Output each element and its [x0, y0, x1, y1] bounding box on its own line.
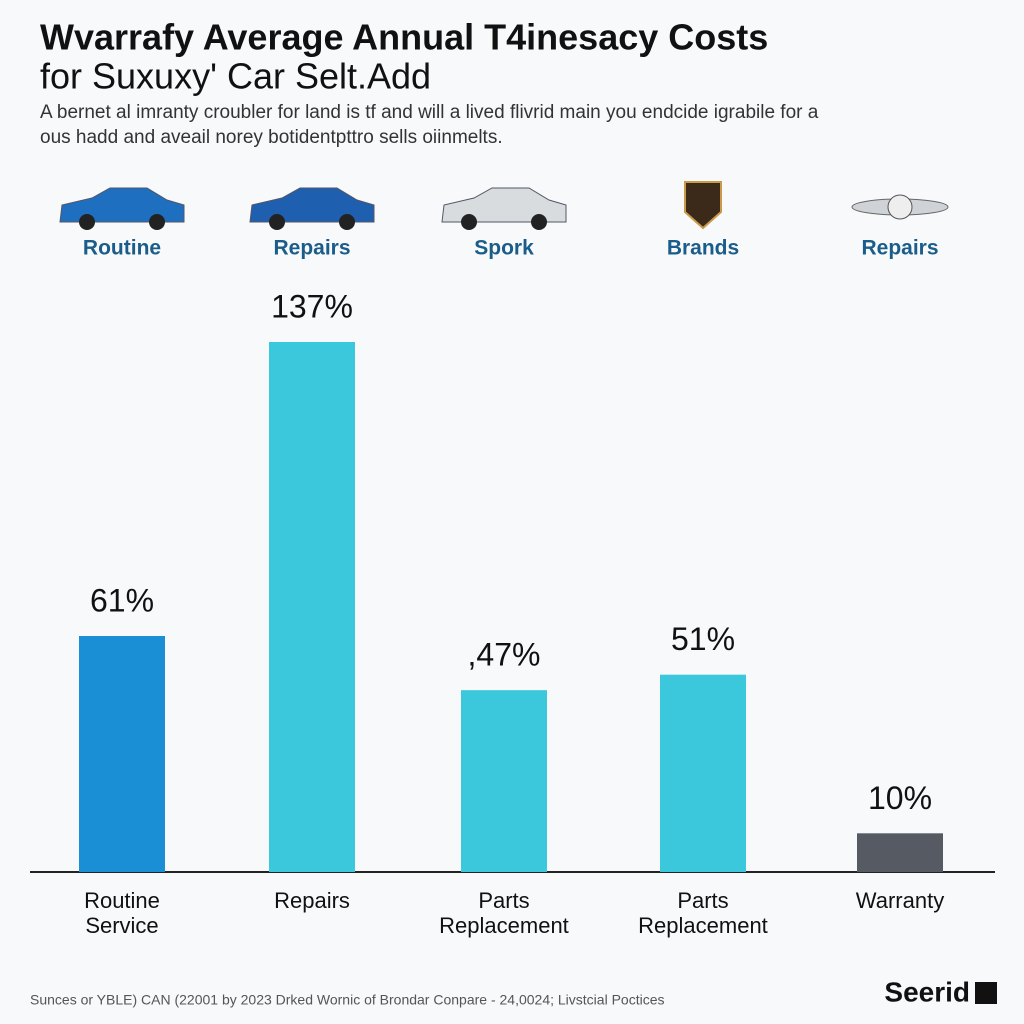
wheel — [149, 214, 165, 230]
logo-mark — [975, 982, 997, 1004]
bar — [79, 636, 165, 872]
wheel — [531, 214, 547, 230]
wheel — [269, 214, 285, 230]
chart-title: for Suxuxy' Car Selt.Add — [40, 56, 431, 97]
icon-label: Brands — [667, 237, 739, 260]
chart-title: Wvarrafy Average Annual T4inesacy Costs — [40, 17, 768, 58]
value-label: 51% — [671, 621, 735, 657]
x-tick-label: Parts Replacement — [439, 888, 569, 938]
icon-label: Routine — [83, 237, 161, 260]
car-icon — [59, 187, 185, 223]
bar — [660, 674, 746, 872]
value-label: ,47% — [468, 637, 541, 673]
value-label: 137% — [271, 288, 353, 324]
icon-label: Spork — [474, 237, 534, 260]
badge-icon — [684, 181, 722, 230]
x-tick-label: Parts Replacement — [638, 888, 768, 938]
logo: Seerid — [884, 976, 970, 1007]
x-tick-label: Repairs — [274, 888, 350, 913]
wheel — [339, 214, 355, 230]
subtitle: ous hadd and aveail norey botidentpttro … — [40, 127, 503, 148]
value-label: 10% — [868, 780, 932, 816]
car-icon — [441, 187, 567, 223]
bar — [269, 342, 355, 872]
bar — [857, 833, 943, 872]
subtitle: A bernet al imranty croubler for land is… — [40, 102, 819, 123]
car-icon — [249, 187, 375, 223]
value-label: 61% — [90, 582, 154, 618]
icon-label: Repairs — [273, 237, 350, 260]
wheel — [79, 214, 95, 230]
wheel — [461, 214, 477, 230]
x-tick-label: Routine Service — [84, 888, 160, 938]
x-tick-label: Warranty — [856, 888, 944, 913]
icon-label: Repairs — [861, 237, 938, 260]
bar — [461, 690, 547, 872]
emblem-icon — [887, 194, 913, 220]
source: Sunces or YBLE) CAN (22001 by 2023 Drked… — [30, 992, 664, 1008]
